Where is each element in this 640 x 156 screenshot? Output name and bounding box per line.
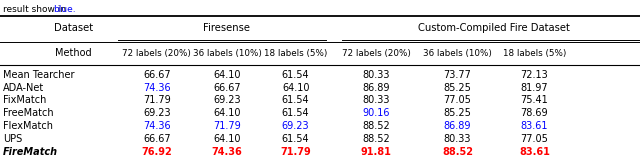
Text: 72 labels (20%): 72 labels (20%): [122, 49, 191, 58]
Text: 61.54: 61.54: [282, 108, 310, 118]
Text: 74.36: 74.36: [212, 147, 243, 156]
Text: 88.52: 88.52: [442, 147, 473, 156]
Text: 77.05: 77.05: [444, 95, 472, 105]
Text: 71.79: 71.79: [143, 95, 171, 105]
Text: 75.41: 75.41: [520, 95, 548, 105]
Text: 66.67: 66.67: [143, 70, 171, 80]
Text: 80.33: 80.33: [363, 95, 390, 105]
Text: 64.10: 64.10: [214, 108, 241, 118]
Text: 83.61: 83.61: [519, 147, 550, 156]
Text: FlexMatch: FlexMatch: [3, 121, 53, 131]
Text: 91.81: 91.81: [361, 147, 392, 156]
Text: FireMatch: FireMatch: [3, 147, 58, 156]
Text: 83.61: 83.61: [521, 121, 548, 131]
Text: 64.10: 64.10: [214, 134, 241, 144]
Text: 73.77: 73.77: [444, 70, 472, 80]
Text: 76.92: 76.92: [141, 147, 172, 156]
Text: 72 labels (20%): 72 labels (20%): [342, 49, 411, 58]
Text: 69.23: 69.23: [213, 95, 241, 105]
Text: 71.79: 71.79: [213, 121, 241, 131]
Text: FreeMatch: FreeMatch: [3, 108, 54, 118]
Text: 69.23: 69.23: [282, 121, 310, 131]
Text: Dataset: Dataset: [54, 23, 93, 33]
Text: Mean Tearcher: Mean Tearcher: [3, 70, 75, 80]
Text: 85.25: 85.25: [444, 108, 472, 118]
Text: UPS: UPS: [3, 134, 22, 144]
Text: 85.25: 85.25: [444, 83, 472, 93]
Text: 64.10: 64.10: [214, 70, 241, 80]
Text: 80.33: 80.33: [444, 134, 471, 144]
Text: 18 labels (5%): 18 labels (5%): [502, 49, 566, 58]
Text: 66.67: 66.67: [143, 134, 171, 144]
Text: 36 labels (10%): 36 labels (10%): [193, 49, 262, 58]
Text: 61.54: 61.54: [282, 134, 310, 144]
Text: 90.16: 90.16: [363, 108, 390, 118]
Text: 74.36: 74.36: [143, 83, 171, 93]
Text: 86.89: 86.89: [444, 121, 471, 131]
Text: ADA-Net: ADA-Net: [3, 83, 44, 93]
Text: 74.36: 74.36: [143, 121, 171, 131]
Text: blue.: blue.: [53, 5, 76, 15]
Text: 69.23: 69.23: [143, 108, 171, 118]
Text: 66.67: 66.67: [213, 83, 241, 93]
Text: 61.54: 61.54: [282, 70, 310, 80]
Text: 61.54: 61.54: [282, 95, 310, 105]
Text: 36 labels (10%): 36 labels (10%): [423, 49, 492, 58]
Text: 88.52: 88.52: [362, 134, 390, 144]
Text: Firesense: Firesense: [203, 23, 250, 33]
Text: 18 labels (5%): 18 labels (5%): [264, 49, 328, 58]
Text: 78.69: 78.69: [520, 108, 548, 118]
Text: 81.97: 81.97: [520, 83, 548, 93]
Text: 88.52: 88.52: [362, 121, 390, 131]
Text: 64.10: 64.10: [282, 83, 309, 93]
Text: 86.89: 86.89: [363, 83, 390, 93]
Text: 72.13: 72.13: [520, 70, 548, 80]
Text: result show in: result show in: [3, 5, 69, 15]
Text: FixMatch: FixMatch: [3, 95, 47, 105]
Text: Custom-Compiled Fire Dataset: Custom-Compiled Fire Dataset: [418, 23, 570, 33]
Text: 80.33: 80.33: [363, 70, 390, 80]
Text: Method: Method: [55, 48, 92, 58]
Text: 71.79: 71.79: [280, 147, 311, 156]
Text: 77.05: 77.05: [520, 134, 548, 144]
